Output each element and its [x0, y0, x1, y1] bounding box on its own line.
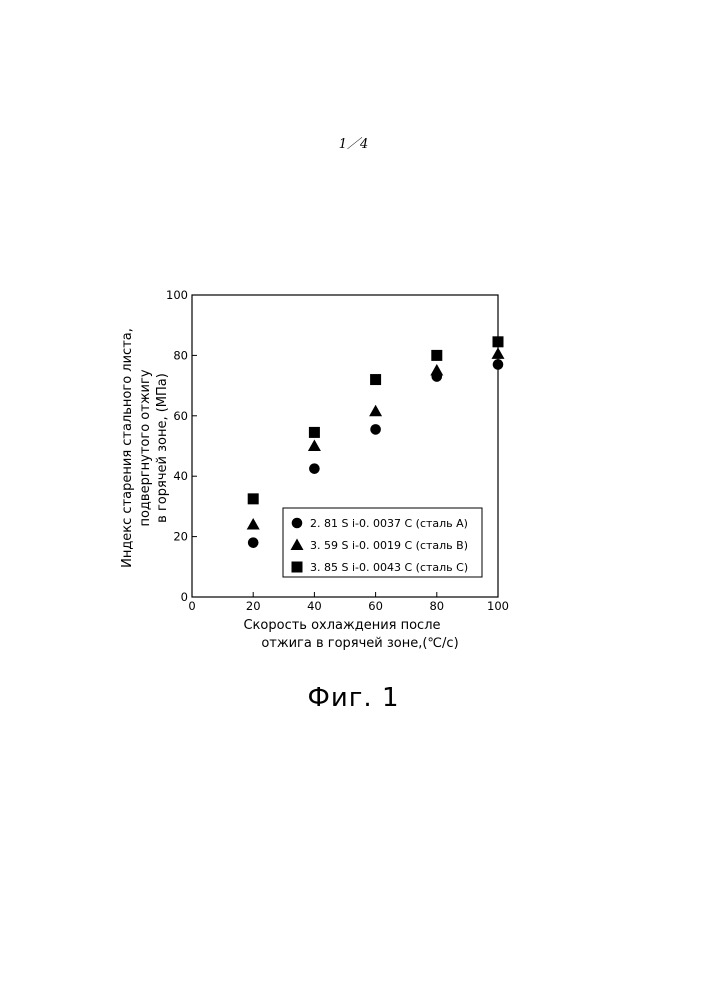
x-tick-label: 20 — [246, 599, 261, 613]
x-tick-label: 40 — [307, 599, 322, 613]
x-axis-title-line: Скорость охлаждения после — [243, 618, 440, 633]
y-tick-label: 80 — [173, 348, 188, 362]
square-data-point — [493, 336, 504, 347]
square-data-point — [248, 493, 259, 504]
triangle-data-point — [308, 440, 321, 452]
triangle-data-point — [369, 405, 382, 417]
x-tick-label: 0 — [188, 599, 195, 613]
legend-entry-label: 2. 81 S i-0. 0037 C (сталь A) — [310, 517, 468, 530]
y-axis-title-line: в горячей зоне, (МПа) — [155, 373, 170, 523]
y-tick-label: 20 — [173, 530, 188, 544]
x-tick-label: 80 — [429, 599, 444, 613]
legend-circle-icon — [292, 518, 303, 529]
circle-data-point — [309, 463, 320, 474]
triangle-data-point — [247, 518, 260, 530]
y-tick-label: 60 — [173, 409, 188, 423]
y-tick-label: 40 — [173, 469, 188, 483]
x-tick-label: 100 — [487, 599, 509, 613]
y-tick-label: 0 — [181, 590, 188, 604]
x-axis-title: Скорость охлаждения после отжига в горяче… — [243, 618, 458, 651]
square-data-point — [431, 350, 442, 361]
figure-caption: Фиг. 1 — [0, 683, 707, 713]
y-tick-label: 100 — [166, 288, 188, 302]
y-axis-title-line: Индекс старения стального листа, — [120, 328, 135, 568]
x-axis-title-line: отжига в горячей зоне,(℃/с) — [261, 636, 458, 651]
legend: 2. 81 S i-0. 0037 C (сталь A) 3. 59 S i-0… — [283, 508, 482, 577]
circle-data-point — [248, 537, 259, 548]
triangle-data-point — [430, 364, 443, 376]
circle-data-point — [493, 359, 504, 370]
y-axis-title: Индекс старения стального листа,подвергн… — [120, 328, 170, 568]
legend-entry-label: 3. 85 S i-0. 0043 C (сталь C) — [310, 561, 468, 574]
y-axis-title-line: подвергнутого отжигу — [138, 369, 153, 526]
legend-square-icon — [292, 562, 303, 573]
triangle-data-point — [492, 347, 505, 359]
square-data-point — [309, 427, 320, 438]
x-tick-label: 60 — [368, 599, 383, 613]
legend-entry-label: 3. 59 S i-0. 0019 C (сталь B) — [310, 539, 468, 552]
circle-data-point — [370, 424, 381, 435]
square-data-point — [370, 374, 381, 385]
